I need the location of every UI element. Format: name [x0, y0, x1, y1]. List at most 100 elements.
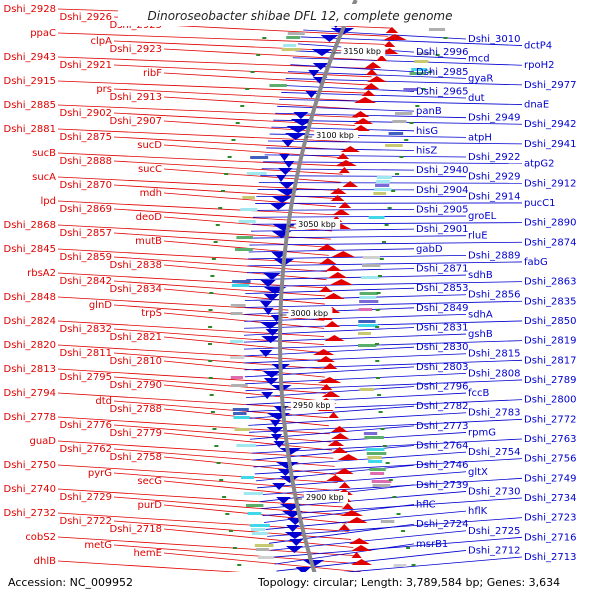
gene-label[interactable]: Dshi_2835 — [524, 296, 576, 307]
gene-label[interactable]: clpA — [91, 36, 113, 47]
gene-label[interactable]: Dshi_2758 — [110, 452, 162, 463]
gene-label[interactable]: Dshi_2889 — [468, 250, 520, 261]
gene-label[interactable]: mutB — [135, 236, 162, 247]
gene-label[interactable]: msrB1 — [416, 539, 448, 550]
gene-label[interactable]: glnD — [89, 300, 112, 311]
gene-label[interactable]: gyaR — [468, 73, 493, 84]
gene-label[interactable]: Dshi_2996 — [416, 47, 468, 58]
gene-label[interactable]: Dshi_2725 — [468, 526, 520, 537]
gene-label[interactable]: Dshi_3010 — [468, 34, 520, 45]
gene-label[interactable]: Dshi_2888 — [60, 156, 112, 167]
gene-label[interactable]: Dshi_2716 — [524, 532, 576, 543]
gene-label[interactable]: dctP4 — [524, 41, 552, 52]
gene-label[interactable]: Dshi_2789 — [524, 375, 576, 386]
gene-label[interactable]: Dshi_2790 — [110, 380, 162, 391]
gene-label[interactable]: Dshi_2845 — [4, 244, 56, 255]
gene-label[interactable]: Dshi_2824 — [4, 316, 56, 327]
gene-label[interactable]: Dshi_2874 — [524, 237, 576, 248]
gene-label[interactable]: ppaC — [30, 28, 56, 39]
gene-label[interactable]: Dshi_2778 — [4, 412, 56, 423]
gene-label[interactable]: Dshi_2803 — [416, 362, 468, 373]
gene-label[interactable]: Dshi_2746 — [416, 460, 468, 471]
gene-label[interactable]: Dshi_2853 — [416, 283, 468, 294]
gene-label[interactable]: Dshi_2779 — [110, 428, 162, 439]
gene-label[interactable]: Dshi_2732 — [4, 508, 56, 519]
gene-label[interactable]: Dshi_2921 — [60, 60, 112, 71]
gene-label[interactable]: Dshi_2820 — [4, 340, 56, 351]
gene-label[interactable]: Dshi_2749 — [524, 473, 576, 484]
gene-label[interactable]: Dshi_2942 — [524, 119, 576, 130]
gene-label[interactable]: Dshi_2913 — [110, 92, 162, 103]
gene-label[interactable]: Dshi_2965 — [416, 86, 468, 97]
gene-label[interactable]: Dshi_2817 — [524, 355, 576, 366]
gene-label[interactable]: Dshi_2915 — [4, 76, 56, 87]
gene-label[interactable]: rbsA2 — [27, 268, 56, 279]
gene-label[interactable]: hemE — [133, 548, 162, 559]
gene-label[interactable]: fabG — [524, 257, 548, 268]
gene-label[interactable]: Dshi_2712 — [468, 545, 520, 556]
gene-label[interactable]: Dshi_2832 — [60, 324, 112, 335]
gene-label[interactable]: Dshi_2722 — [60, 516, 112, 527]
gene-label[interactable]: Dshi_2856 — [468, 290, 520, 301]
gene-label[interactable]: atpH — [468, 132, 492, 143]
gene-label[interactable]: Dshi_2849 — [416, 303, 468, 314]
gene-label[interactable]: dhlB — [34, 556, 56, 567]
gene-label[interactable]: Dshi_2813 — [4, 364, 56, 375]
gene-label[interactable]: sdhB — [468, 270, 493, 281]
gene-label[interactable]: atpG2 — [524, 159, 555, 170]
gene-label[interactable]: Dshi_2926 — [60, 12, 112, 23]
gene-label[interactable]: Dshi_2922 — [468, 152, 520, 163]
gene-label[interactable]: Dshi_2977 — [524, 80, 576, 91]
gene-label[interactable]: dut — [468, 93, 485, 104]
gene-label[interactable]: Dshi_2905 — [416, 204, 468, 215]
gene-label[interactable]: cobS2 — [25, 532, 56, 543]
gene-label[interactable]: mcd — [468, 54, 490, 65]
gene-label[interactable]: sucD — [137, 140, 162, 151]
gene-label[interactable]: purD — [138, 500, 163, 511]
gene-label[interactable]: Dshi_2830 — [416, 342, 468, 353]
gene-label[interactable]: Dshi_2928 — [4, 4, 56, 15]
gene-label[interactable]: hflC — [416, 500, 436, 511]
gene-label[interactable]: gabD — [416, 244, 443, 255]
gene-label[interactable]: Dshi_2941 — [524, 139, 576, 150]
gene-label[interactable]: Dshi_2848 — [4, 292, 56, 303]
gene-label[interactable]: gshB — [468, 329, 493, 340]
gene-label[interactable]: Dshi_2750 — [4, 460, 56, 471]
gene-label[interactable]: Dshi_2869 — [60, 204, 112, 215]
gene-label[interactable]: Dshi_2857 — [60, 228, 112, 239]
gene-label[interactable]: Dshi_2949 — [468, 113, 520, 124]
gene-label[interactable]: hisG — [416, 126, 438, 137]
gene-label[interactable]: Dshi_2772 — [524, 414, 576, 425]
gene-label[interactable]: Dshi_2763 — [524, 434, 576, 445]
gene-label[interactable]: Dshi_2885 — [4, 100, 56, 111]
gene-label[interactable]: Dshi_2890 — [524, 218, 576, 229]
gene-label[interactable]: fccB — [468, 388, 490, 399]
gene-label[interactable]: Dshi_2871 — [416, 263, 468, 274]
gene-label[interactable]: metG — [84, 540, 112, 551]
gene-label[interactable]: Dshi_2914 — [468, 191, 520, 202]
gene-label[interactable]: Dshi_2842 — [60, 276, 112, 287]
gene-label[interactable]: pyrG — [88, 468, 112, 479]
gene-label[interactable]: panB — [416, 106, 442, 117]
gene-label[interactable]: pucC1 — [524, 198, 556, 209]
gene-label[interactable]: Dshi_2810 — [110, 356, 162, 367]
gene-label[interactable]: Dshi_2985 — [416, 67, 468, 78]
gene-label[interactable]: Dshi_2902 — [60, 108, 112, 119]
gene-label[interactable]: Dshi_2904 — [416, 185, 468, 196]
gene-label[interactable]: Dshi_2729 — [60, 492, 112, 503]
gene-label[interactable]: Dshi_2788 — [110, 404, 162, 415]
gene-label[interactable]: Dshi_2734 — [524, 493, 576, 504]
gene-label[interactable]: dtd — [95, 396, 112, 407]
gene-label[interactable]: trpS — [141, 308, 162, 319]
gene-label[interactable]: lpd — [41, 196, 56, 207]
gene-label[interactable]: Dshi_2773 — [416, 421, 468, 432]
gene-label[interactable]: Dshi_2730 — [468, 486, 520, 497]
gene-label[interactable]: Dshi_2739 — [416, 480, 468, 491]
gene-label[interactable]: secG — [137, 476, 162, 487]
gene-label[interactable]: Dshi_2794 — [4, 388, 56, 399]
gene-label[interactable]: Dshi_2940 — [416, 165, 468, 176]
gene-label[interactable]: guaD — [29, 436, 56, 447]
gene-label[interactable]: Dshi_2923 — [110, 44, 162, 55]
gene-label[interactable]: Dshi_2718 — [110, 524, 162, 535]
gene-label[interactable]: Dshi_2796 — [416, 382, 468, 393]
